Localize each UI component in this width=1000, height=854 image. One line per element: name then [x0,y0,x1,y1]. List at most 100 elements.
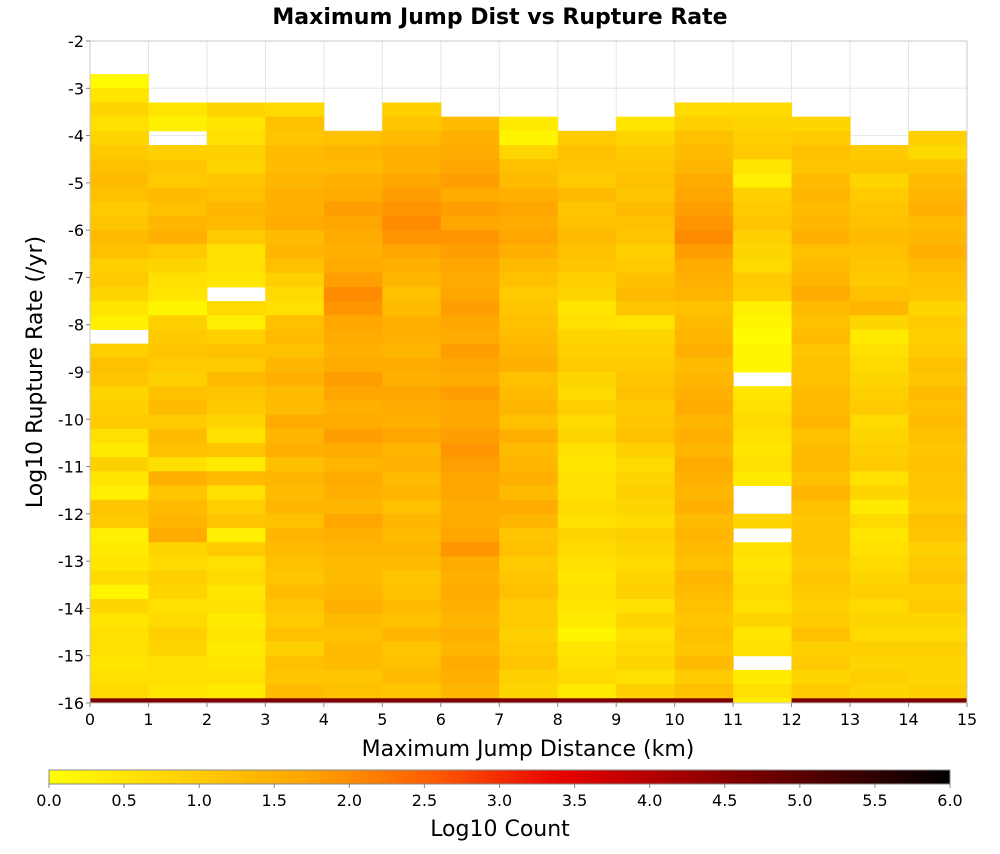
heatmap-cell [323,272,383,288]
heatmap-cell [499,272,559,288]
heatmap-cell [206,400,266,416]
heatmap-cell [265,627,325,643]
heatmap-cell [148,102,208,118]
heatmap-cell [148,471,208,486]
heatmap-cell [733,471,793,486]
colorbar-tick-label: 1.5 [262,791,287,810]
heatmap-cell [850,684,910,699]
heatmap-cell [557,329,617,345]
heatmap-cell [148,215,208,231]
heatmap-cell [148,556,208,572]
heatmap-cell [616,570,676,586]
heatmap-cell [382,173,442,189]
heatmap-cell [323,215,383,231]
heatmap-cell [90,442,149,458]
heatmap-cell [908,457,968,472]
heatmap-cell [206,528,266,543]
heatmap-cell [908,215,968,231]
heatmap-cell [616,584,676,600]
heatmap-cell [440,357,500,373]
heatmap-cell [733,272,793,288]
heatmap-cell [908,627,968,643]
heatmap-cell [733,570,793,586]
heatmap-cell [382,244,442,260]
heatmap-cell [440,655,500,671]
heatmap-cell [616,159,676,174]
heatmap-cell [440,641,500,657]
heatmap-cell [557,641,617,657]
heatmap-cell [440,130,500,146]
heatmap-cell [90,684,149,699]
heatmap-cell [499,201,559,217]
heatmap-cell [206,116,266,132]
heatmap-cell [206,159,266,174]
heatmap-cell [323,187,383,203]
heatmap-cell [323,145,383,160]
heatmap-cell [323,556,383,572]
heatmap-cell [850,286,910,302]
heatmap-cell [850,414,910,430]
heatmap-cell [323,627,383,643]
heatmap-cell [206,655,266,671]
heatmap-cell [382,471,442,486]
heatmap-cell [791,343,851,359]
heatmap-cell [148,329,208,345]
heatmap-cell [733,173,793,189]
heatmap-cell [323,499,383,515]
heatmap-cell [674,357,734,373]
heatmap-cell [557,684,617,699]
heatmap-cell [674,159,734,174]
heatmap-cell [206,102,266,118]
heatmap-cell [206,230,266,245]
x-tick-label: 1 [143,710,153,729]
heatmap-cell [616,230,676,245]
heatmap-cell [206,414,266,430]
heatmap-cell [440,471,500,486]
heatmap-cell [733,159,793,174]
x-tick-label: 8 [553,710,563,729]
heatmap-cell [850,159,910,174]
heatmap-cell [90,570,149,586]
heatmap-cell [90,286,149,302]
heatmap-cell [148,542,208,557]
heatmap-cell [499,400,559,416]
heatmap-cell [382,315,442,330]
colorbar-tick-label: 0.0 [36,791,61,810]
x-axis-label: Maximum Jump Distance (km) [362,737,695,762]
heatmap-cell [323,655,383,671]
y-tick-label: -2 [68,32,84,51]
heatmap-cell [206,556,266,572]
heatmap-cell [206,584,266,600]
heatmap-cell [616,598,676,614]
heatmap-cell [733,400,793,416]
heatmap-cell [90,258,149,274]
heatmap-cell [850,613,910,628]
heatmap-cell [440,315,500,330]
heatmap-cell [557,627,617,643]
heatmap-cell [265,201,325,217]
heatmap-cell [850,471,910,486]
heatmap-cell [908,556,968,572]
heatmap-cell [791,414,851,430]
heatmap-cell [90,613,149,628]
heatmap-cell [908,428,968,444]
heatmap-cell [382,215,442,231]
heatmap-cell [674,329,734,345]
heatmap-cell [616,315,676,330]
heatmap-cell [674,286,734,302]
heatmap-cell [616,301,676,316]
heatmap-cell [148,159,208,174]
y-tick-label: -11 [58,458,84,477]
heatmap-cell [791,499,851,515]
heatmap-cell [148,244,208,260]
heatmap-cell [323,442,383,458]
heatmap-cell [382,400,442,416]
heatmap-cell [206,627,266,643]
heatmap-cell [440,272,500,288]
heatmap-cell [733,130,793,146]
heatmap-cell [265,372,325,387]
heatmap-cell [382,272,442,288]
heatmap-cell [791,201,851,217]
heatmap-cell [265,513,325,529]
heatmap-cell [265,428,325,444]
